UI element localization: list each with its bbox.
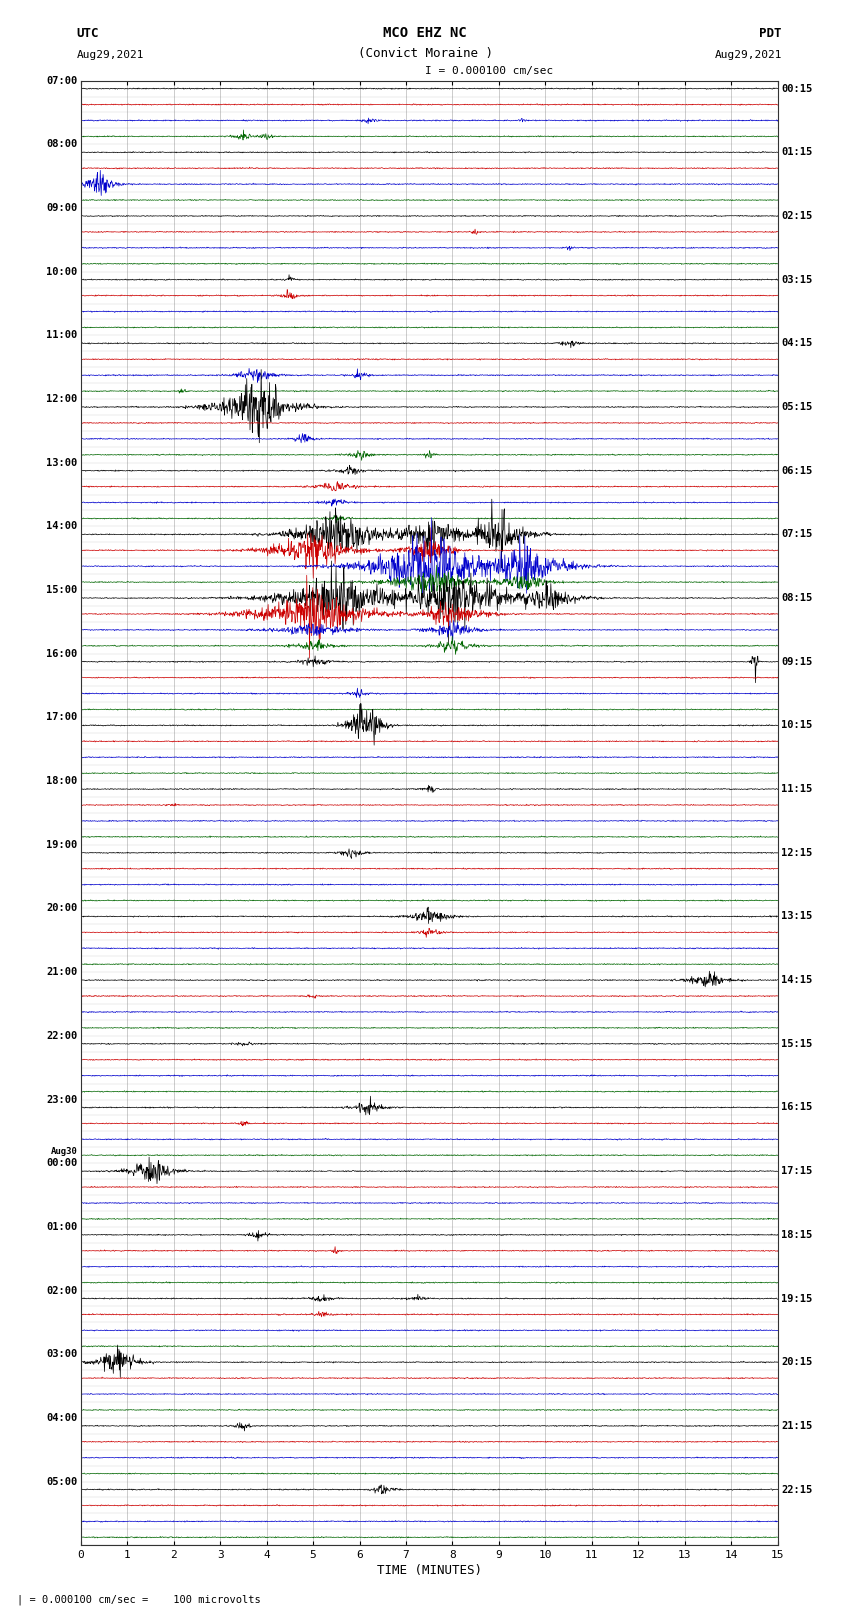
- Text: 14:15: 14:15: [781, 976, 813, 986]
- Text: 05:15: 05:15: [781, 402, 813, 411]
- Text: 04:15: 04:15: [781, 339, 813, 348]
- Text: MCO EHZ NC: MCO EHZ NC: [383, 26, 467, 40]
- Text: 19:15: 19:15: [781, 1294, 813, 1303]
- Text: 15:15: 15:15: [781, 1039, 813, 1048]
- Text: 09:15: 09:15: [781, 656, 813, 666]
- Text: 16:15: 16:15: [781, 1102, 813, 1113]
- Text: 06:15: 06:15: [781, 466, 813, 476]
- Text: 10:00: 10:00: [46, 266, 77, 277]
- Text: 21:00: 21:00: [46, 968, 77, 977]
- Text: 13:00: 13:00: [46, 458, 77, 468]
- Text: 18:15: 18:15: [781, 1229, 813, 1240]
- Text: PDT: PDT: [760, 27, 782, 40]
- Text: 15:00: 15:00: [46, 586, 77, 595]
- Text: 21:15: 21:15: [781, 1421, 813, 1431]
- Text: 22:00: 22:00: [46, 1031, 77, 1040]
- Text: 01:00: 01:00: [46, 1223, 77, 1232]
- Text: 08:00: 08:00: [46, 139, 77, 150]
- Text: 07:15: 07:15: [781, 529, 813, 539]
- Text: 00:00: 00:00: [46, 1158, 77, 1168]
- Text: 20:00: 20:00: [46, 903, 77, 913]
- Text: 04:00: 04:00: [46, 1413, 77, 1423]
- Text: 17:00: 17:00: [46, 713, 77, 723]
- Text: 12:15: 12:15: [781, 848, 813, 858]
- Text: 20:15: 20:15: [781, 1357, 813, 1368]
- Text: 07:00: 07:00: [46, 76, 77, 85]
- Text: 11:00: 11:00: [46, 331, 77, 340]
- Text: UTC: UTC: [76, 27, 99, 40]
- Text: 03:15: 03:15: [781, 274, 813, 284]
- Text: 02:15: 02:15: [781, 211, 813, 221]
- Text: 17:15: 17:15: [781, 1166, 813, 1176]
- Text: 08:15: 08:15: [781, 594, 813, 603]
- Text: 02:00: 02:00: [46, 1286, 77, 1295]
- Text: 16:00: 16:00: [46, 648, 77, 658]
- Text: | = 0.000100 cm/sec =    100 microvolts: | = 0.000100 cm/sec = 100 microvolts: [17, 1594, 261, 1605]
- Text: Aug29,2021: Aug29,2021: [715, 50, 782, 60]
- Text: 23:00: 23:00: [46, 1095, 77, 1105]
- Text: 11:15: 11:15: [781, 784, 813, 794]
- Text: 19:00: 19:00: [46, 840, 77, 850]
- Text: 00:15: 00:15: [781, 84, 813, 94]
- Text: 13:15: 13:15: [781, 911, 813, 921]
- Text: 03:00: 03:00: [46, 1348, 77, 1360]
- Text: Aug30: Aug30: [50, 1147, 77, 1157]
- Text: I = 0.000100 cm/sec: I = 0.000100 cm/sec: [425, 66, 553, 76]
- Text: Aug29,2021: Aug29,2021: [76, 50, 144, 60]
- Text: 09:00: 09:00: [46, 203, 77, 213]
- Text: 18:00: 18:00: [46, 776, 77, 786]
- Text: 10:15: 10:15: [781, 721, 813, 731]
- Text: 01:15: 01:15: [781, 147, 813, 158]
- X-axis label: TIME (MINUTES): TIME (MINUTES): [377, 1565, 482, 1578]
- Text: 12:00: 12:00: [46, 394, 77, 403]
- Text: 05:00: 05:00: [46, 1476, 77, 1487]
- Text: 14:00: 14:00: [46, 521, 77, 531]
- Text: 22:15: 22:15: [781, 1484, 813, 1495]
- Text: (Convict Moraine ): (Convict Moraine ): [358, 47, 492, 60]
